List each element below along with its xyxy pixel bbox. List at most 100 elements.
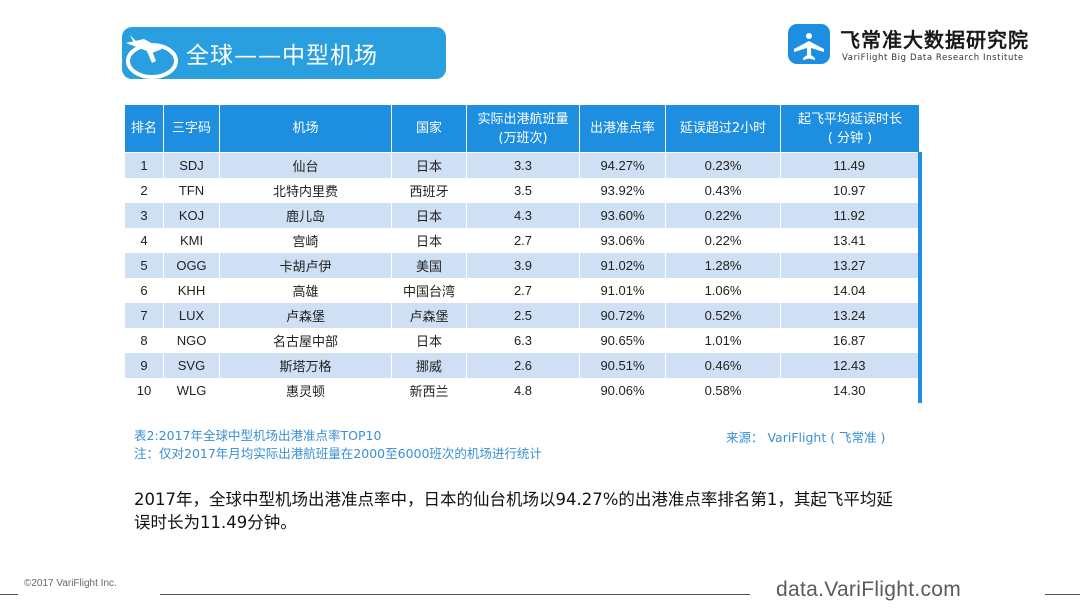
- airport-cell: 名古屋中部: [219, 327, 392, 353]
- page-title: 全球——中型机场: [186, 43, 378, 69]
- copyright: ©2017 VariFlight Inc.: [24, 578, 117, 589]
- airport-cell: 卢森堡: [219, 302, 392, 328]
- departures-cell: 2.7: [466, 227, 580, 253]
- on-time-rate-cell: 93.06%: [579, 227, 666, 253]
- table-row: 7 LUX 卢森堡 卢森堡 2.5 90.72% 0.52% 13.24: [124, 302, 920, 328]
- country-cell: 日本: [391, 152, 467, 178]
- rank-cell: 9: [124, 352, 164, 378]
- table-title: 表2:2017年全球中型机场出港准点率TOP10: [134, 428, 382, 443]
- logo-name: 飞常准大数据研究院: [840, 28, 1029, 52]
- avg-delay-cell: 14.04: [780, 277, 920, 303]
- country-cell: 中国台湾: [391, 277, 467, 303]
- column-header: 国家: [391, 104, 467, 153]
- iata-code-cell: KHH: [163, 277, 220, 303]
- avg-delay-cell: 13.24: [780, 302, 920, 328]
- airport-cell: 鹿儿岛: [219, 202, 392, 228]
- iata-code-cell: WLG: [163, 377, 220, 403]
- departures-cell: 3.5: [466, 177, 580, 203]
- airport-cell: 惠灵顿: [219, 377, 392, 403]
- table-header-row: 排名 三字码 机场 国家 实际出港航班量 (万班次) 出港准点率 延误超过2小时 起飞平均延误时…: [124, 104, 920, 153]
- table-row: 4 KMI 宫崎 日本 2.7 93.06% 0.22% 13.41: [124, 227, 920, 253]
- delay-over-2h-cell: 1.06%: [665, 277, 781, 303]
- airport-ranking-table: 排名 三字码 机场 国家 实际出港航班量 (万班次) 出港准点率 延误超过2小时 起飞平均延误时…: [124, 104, 922, 403]
- logo-subtitle: VariFlight Big Data Research Institute: [842, 53, 1024, 63]
- rank-cell: 3: [124, 202, 164, 228]
- table-row: 3 KOJ 鹿儿岛 日本 4.3 93.60% 0.22% 11.92: [124, 202, 920, 228]
- logo: 飞常准大数据研究院 VariFlight Big Data Research I…: [786, 22, 1056, 68]
- airplane-globe-icon: [122, 27, 178, 79]
- column-header: 机场: [219, 104, 392, 153]
- footer-url[interactable]: data.VariFlight.com: [776, 578, 962, 601]
- delay-over-2h-cell: 1.28%: [665, 252, 781, 278]
- airport-cell: 斯塔万格: [219, 352, 392, 378]
- iata-code-cell: TFN: [163, 177, 220, 203]
- country-cell: 挪威: [391, 352, 467, 378]
- footer-divider: [1045, 594, 1080, 595]
- footer-divider: [0, 594, 18, 595]
- delay-over-2h-cell: 0.22%: [665, 227, 781, 253]
- delay-over-2h-cell: 0.52%: [665, 302, 781, 328]
- departures-cell: 2.6: [466, 352, 580, 378]
- on-time-rate-cell: 91.01%: [579, 277, 666, 303]
- table-row: 9 SVG 斯塔万格 挪威 2.6 90.51% 0.46% 12.43: [124, 352, 920, 378]
- avg-delay-cell: 16.87: [780, 327, 920, 353]
- departures-cell: 2.5: [466, 302, 580, 328]
- column-header: 实际出港航班量 (万班次): [466, 104, 580, 153]
- iata-code-cell: KMI: [163, 227, 220, 253]
- rank-cell: 7: [124, 302, 164, 328]
- avg-delay-cell: 12.43: [780, 352, 920, 378]
- summary-text: 2017年，全球中型机场出港准点率中，日本的仙台机场以94.27%的出港准点率排…: [134, 490, 893, 532]
- rank-cell: 2: [124, 177, 164, 203]
- source-label: 来源： VariFlight ( 飞常准 ): [726, 430, 886, 445]
- on-time-rate-cell: 90.72%: [579, 302, 666, 328]
- iata-code-cell: KOJ: [163, 202, 220, 228]
- on-time-rate-cell: 90.65%: [579, 327, 666, 353]
- airport-cell: 宫崎: [219, 227, 392, 253]
- departures-cell: 3.3: [466, 152, 580, 178]
- column-header: 排名: [124, 104, 164, 153]
- country-cell: 美国: [391, 252, 467, 278]
- avg-delay-cell: 11.92: [780, 202, 920, 228]
- rank-cell: 8: [124, 327, 164, 353]
- country-cell: 西班牙: [391, 177, 467, 203]
- footer-divider: [160, 594, 750, 595]
- table-row: 8 NGO 名古屋中部 日本 6.3 90.65% 1.01% 16.87: [124, 327, 920, 353]
- rank-cell: 5: [124, 252, 164, 278]
- avg-delay-cell: 13.41: [780, 227, 920, 253]
- avg-delay-cell: 13.27: [780, 252, 920, 278]
- airplane-logo-icon: [788, 24, 830, 64]
- column-header: 延误超过2小时: [665, 104, 781, 153]
- rank-cell: 10: [124, 377, 164, 403]
- delay-over-2h-cell: 1.01%: [665, 327, 781, 353]
- table-caption: 表2:2017年全球中型机场出港准点率TOP10 注：仅对2017年月均实际出港…: [134, 427, 542, 463]
- column-header: 出港准点率: [579, 104, 666, 153]
- title-banner: 全球——中型机场: [122, 27, 446, 79]
- airport-cell: 卡胡卢伊: [219, 252, 392, 278]
- rank-cell: 1: [124, 152, 164, 178]
- on-time-rate-cell: 91.02%: [579, 252, 666, 278]
- table-row: 10 WLG 惠灵顿 新西兰 4.8 90.06% 0.58% 14.30: [124, 377, 920, 403]
- airport-cell: 高雄: [219, 277, 392, 303]
- rank-cell: 6: [124, 277, 164, 303]
- delay-over-2h-cell: 0.43%: [665, 177, 781, 203]
- on-time-rate-cell: 90.06%: [579, 377, 666, 403]
- avg-delay-cell: 11.49: [780, 152, 920, 178]
- departures-cell: 4.3: [466, 202, 580, 228]
- table-row: 6 KHH 高雄 中国台湾 2.7 91.01% 1.06% 14.04: [124, 277, 920, 303]
- country-cell: 卢森堡: [391, 302, 467, 328]
- on-time-rate-cell: 93.60%: [579, 202, 666, 228]
- on-time-rate-cell: 94.27%: [579, 152, 666, 178]
- iata-code-cell: LUX: [163, 302, 220, 328]
- on-time-rate-cell: 93.92%: [579, 177, 666, 203]
- country-cell: 日本: [391, 202, 467, 228]
- departures-cell: 6.3: [466, 327, 580, 353]
- airport-cell: 仙台: [219, 152, 392, 178]
- departures-cell: 4.8: [466, 377, 580, 403]
- iata-code-cell: NGO: [163, 327, 220, 353]
- column-header: 三字码: [163, 104, 220, 153]
- rank-cell: 4: [124, 227, 164, 253]
- country-cell: 日本: [391, 327, 467, 353]
- table-row: 1 SDJ 仙台 日本 3.3 94.27% 0.23% 11.49: [124, 152, 920, 178]
- table-row: 2 TFN 北特内里费 西班牙 3.5 93.92% 0.43% 10.97: [124, 177, 920, 203]
- avg-delay-cell: 10.97: [780, 177, 920, 203]
